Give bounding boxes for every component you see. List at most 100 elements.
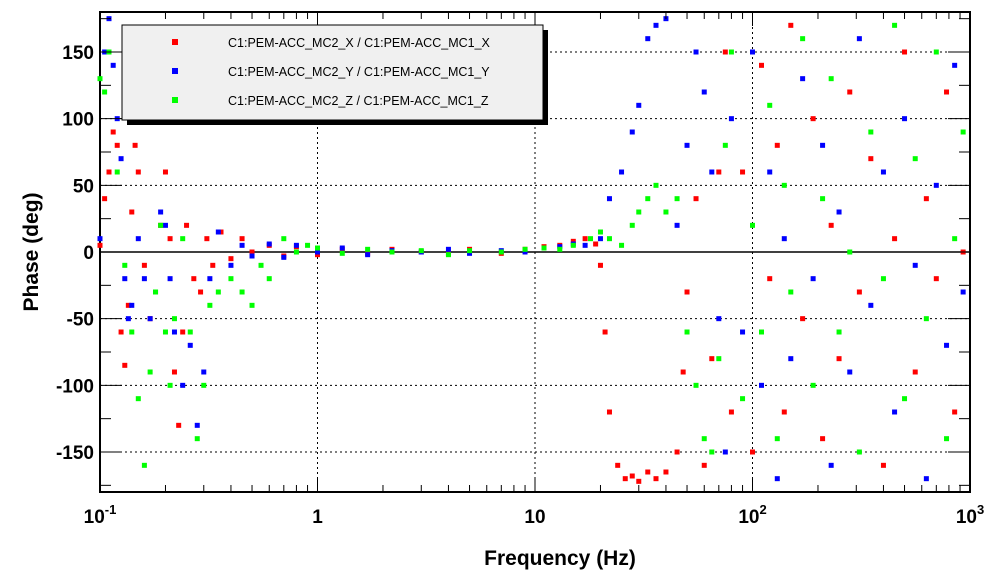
data-point (653, 182, 659, 188)
data-point (339, 250, 345, 256)
data-points-layer (97, 16, 966, 484)
data-point (750, 49, 755, 55)
data-point (249, 253, 255, 259)
data-point (597, 262, 603, 268)
data-point (740, 329, 746, 335)
data-point (701, 462, 707, 468)
data-point (445, 246, 451, 252)
data-point (180, 329, 186, 335)
data-point (204, 236, 210, 242)
data-point (759, 329, 765, 335)
data-point (645, 36, 651, 42)
data-point (110, 62, 116, 68)
data-point (645, 469, 651, 475)
data-point (684, 289, 690, 295)
data-point (122, 362, 128, 368)
y-tick-label: -50 (67, 310, 94, 331)
data-point (759, 382, 765, 388)
data-point (820, 142, 826, 148)
data-point (606, 236, 612, 242)
data-point (606, 196, 612, 202)
data-point (728, 116, 734, 122)
data-point (788, 356, 794, 362)
data-point (923, 476, 929, 482)
data-point (960, 129, 966, 135)
data-point (194, 422, 200, 428)
data-point (960, 289, 966, 295)
data-point (162, 169, 168, 175)
legend-label: C1:PEM-ACC_MC2_Y / C1:PEM-ACC_MC1_Y (228, 65, 490, 79)
data-point (122, 262, 128, 268)
data-point (97, 236, 103, 242)
series-3 (97, 22, 966, 468)
data-point (663, 209, 669, 215)
data-point (767, 169, 773, 175)
data-point (781, 236, 787, 242)
data-point (207, 302, 213, 308)
data-point (663, 469, 669, 475)
data-point (750, 449, 755, 455)
data-point (880, 462, 886, 468)
data-point (191, 276, 197, 282)
data-point (522, 246, 528, 252)
data-point (293, 249, 299, 255)
data-point (615, 462, 621, 468)
data-point (847, 369, 853, 375)
data-point (674, 196, 680, 202)
data-point (952, 409, 958, 415)
data-point (593, 241, 599, 247)
data-point (557, 246, 563, 252)
x-tick-label: 10-1 (84, 502, 117, 528)
data-point (828, 76, 834, 82)
data-point (902, 49, 908, 55)
data-point (588, 236, 594, 242)
data-point (856, 289, 862, 295)
data-point (315, 245, 320, 251)
data-point (902, 396, 908, 402)
data-point (847, 89, 853, 95)
data-point (629, 129, 635, 135)
legend: C1:PEM-ACC_MC2_X / C1:PEM-ACC_MC1_X C1:PE… (121, 24, 548, 125)
data-point (339, 245, 345, 251)
data-point (106, 169, 112, 175)
data-point (709, 169, 715, 175)
data-point (933, 182, 939, 188)
data-point (674, 449, 680, 455)
data-point (135, 396, 141, 402)
data-point (728, 409, 734, 415)
data-point (467, 250, 473, 256)
data-point (820, 196, 826, 202)
data-point (923, 196, 929, 202)
data-point (788, 22, 794, 28)
data-point (215, 229, 221, 235)
data-point (171, 316, 177, 322)
data-point (582, 242, 588, 248)
data-point (122, 276, 128, 282)
data-point (597, 229, 603, 235)
data-point (709, 449, 715, 455)
data-point (114, 169, 120, 175)
data-point (132, 142, 138, 148)
data-point (281, 236, 287, 242)
data-point (129, 329, 135, 335)
data-point (147, 316, 153, 322)
data-point (153, 289, 159, 295)
data-point (810, 382, 816, 388)
data-point (709, 356, 715, 362)
y-tick-label: 50 (73, 176, 94, 197)
data-point (759, 62, 765, 68)
data-point (141, 262, 147, 268)
data-point (180, 382, 186, 388)
data-point (141, 276, 147, 282)
data-point (653, 22, 659, 28)
data-point (570, 238, 576, 244)
data-point (868, 156, 874, 162)
data-point (636, 102, 642, 108)
data-point (693, 196, 699, 202)
data-point (716, 169, 722, 175)
data-point (114, 142, 120, 148)
data-point (162, 222, 168, 228)
legend-box (121, 24, 544, 121)
y-tick-label: 0 (83, 243, 94, 264)
data-point (158, 209, 164, 215)
